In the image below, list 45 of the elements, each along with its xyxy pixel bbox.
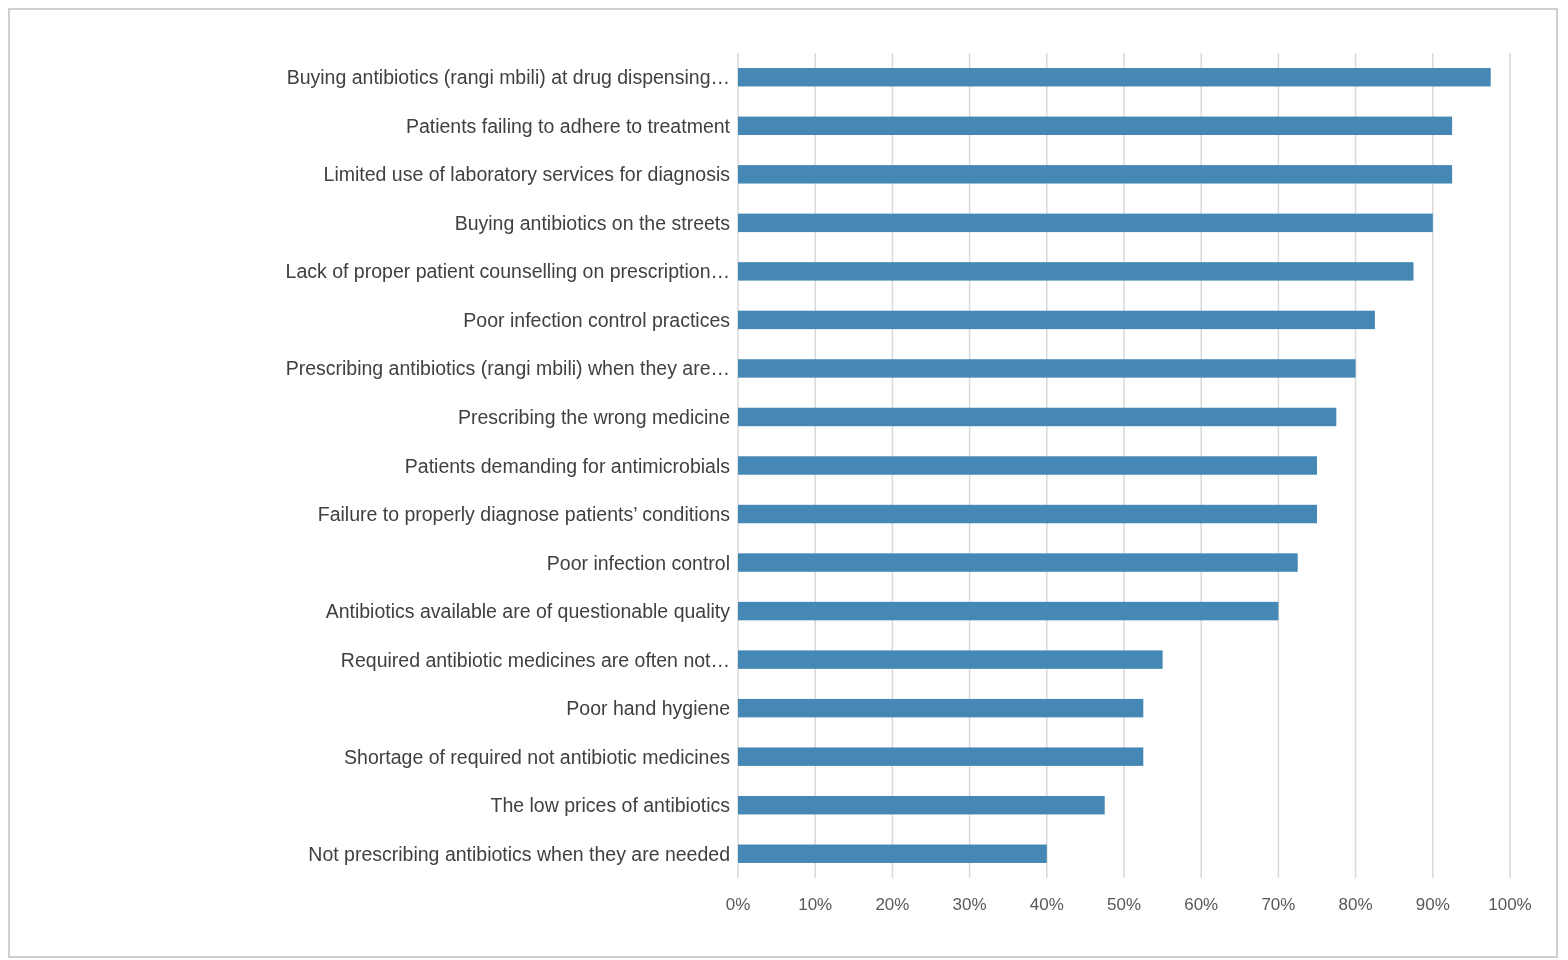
bar xyxy=(738,601,1279,621)
y-tick-label: Patients demanding for antimicrobials xyxy=(404,454,731,477)
bar xyxy=(738,407,1337,427)
bar xyxy=(738,504,1317,524)
x-tick-label: 50% xyxy=(1106,895,1142,914)
x-tick-label: 0% xyxy=(725,895,751,914)
bar xyxy=(738,116,1453,136)
y-tick-label: Prescribing the wrong medicine xyxy=(457,405,730,428)
x-tick-label: 100% xyxy=(1488,895,1532,914)
x-tick-label: 90% xyxy=(1415,895,1450,914)
bar xyxy=(738,747,1144,766)
y-tick-label: Lack of proper patient counselling on prescription… xyxy=(285,260,730,283)
bar xyxy=(738,262,1414,281)
bar xyxy=(738,68,1491,87)
y-tick-label: Buying antibiotics on the streets xyxy=(454,211,731,234)
x-tick-label: 30% xyxy=(952,895,987,914)
x-tick-label: 80% xyxy=(1338,895,1373,914)
y-tick-label: Poor hand hygiene xyxy=(566,697,730,720)
bar xyxy=(738,359,1356,378)
x-tick-label: 20% xyxy=(875,895,910,914)
bar xyxy=(738,456,1317,475)
bar xyxy=(738,553,1298,572)
bar xyxy=(738,844,1047,863)
bar xyxy=(738,310,1375,330)
y-tick-label: Limited use of laboratory services for diagnosis xyxy=(323,163,731,186)
y-tick-label: Poor infection control practices xyxy=(463,308,731,331)
y-tick-label: Not prescribing antibiotics when they are needed xyxy=(308,842,730,865)
x-tick-label: 10% xyxy=(798,895,833,914)
x-tick-label: 40% xyxy=(1029,895,1064,914)
y-tick-label: Failure to properly diagnose patients’ conditions xyxy=(317,503,731,526)
y-tick-label: Shortage of required not antibiotic medicines xyxy=(344,745,731,768)
y-tick-label: Buying antibiotics (rangi mbili) at drug dispensing… xyxy=(286,66,730,89)
bar xyxy=(738,165,1453,184)
bar xyxy=(738,213,1433,233)
x-tick-label: 70% xyxy=(1261,895,1296,914)
y-tick-label: Prescribing antibiotics (rangi mbili) when they are… xyxy=(285,357,730,380)
bar xyxy=(738,795,1105,815)
bar xyxy=(738,650,1163,669)
y-tick-label: The low prices of antibiotics xyxy=(490,794,731,817)
y-tick-label: Poor infection control xyxy=(546,551,730,574)
x-tick-label: 60% xyxy=(1184,895,1219,914)
y-tick-label: Patients failing to adhere to treatment xyxy=(405,114,731,137)
y-tick-label: Required antibiotic medicines are often not… xyxy=(340,648,730,671)
bar xyxy=(738,698,1144,718)
y-tick-label: Antibiotics available are of questionable quality xyxy=(325,600,731,623)
